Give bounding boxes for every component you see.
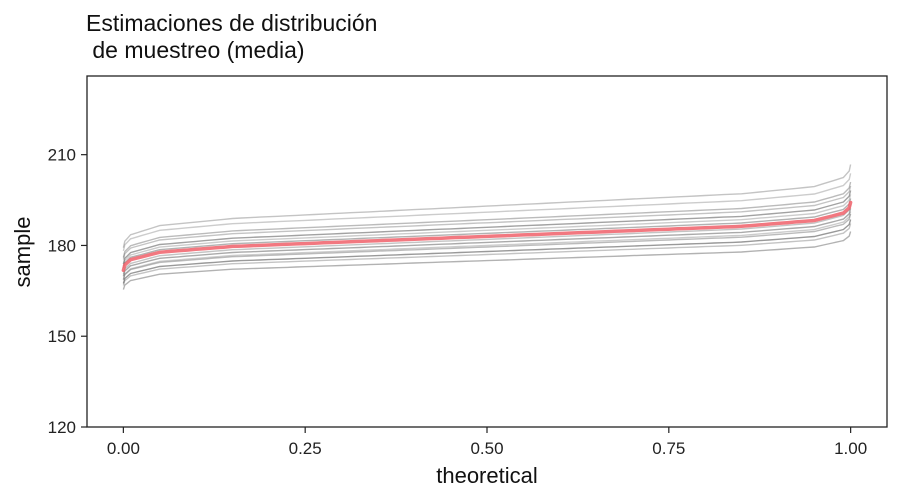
y-tick-label: 210 bbox=[48, 146, 76, 165]
chart-title-line-2: de muestreo (media) bbox=[86, 37, 305, 63]
y-tick-label: 180 bbox=[48, 236, 76, 255]
y-tick-label: 120 bbox=[48, 418, 76, 437]
x-axis-title: theoretical bbox=[436, 463, 538, 488]
sample-line-12 bbox=[122, 181, 852, 258]
chart-title-line-1: Estimaciones de distribución bbox=[86, 10, 377, 36]
x-tick-label: 0.50 bbox=[470, 439, 503, 458]
y-tick-label: 150 bbox=[48, 327, 76, 346]
sample-line-2 bbox=[122, 223, 852, 286]
sample-line-13 bbox=[122, 173, 852, 252]
sample-line-9 bbox=[122, 194, 852, 267]
sample-line-7 bbox=[122, 204, 852, 275]
x-tick-label: 0.00 bbox=[107, 439, 140, 458]
y-axis-title: sample bbox=[10, 217, 35, 288]
x-tick-label: 1.00 bbox=[834, 439, 867, 458]
x-axis-ticks: 0.00 0.25 0.50 0.75 1.00 bbox=[107, 427, 867, 458]
sample-line-8 bbox=[122, 198, 852, 269]
sample-line-3 bbox=[122, 219, 852, 284]
sample-line-10 bbox=[122, 190, 852, 265]
y-axis-ticks: 120 150 180 210 bbox=[48, 146, 87, 437]
sample-line-6 bbox=[122, 208, 852, 277]
sample-line-11 bbox=[122, 185, 852, 260]
sample-line-5 bbox=[122, 211, 852, 280]
highlight-line-group bbox=[121, 200, 853, 273]
x-tick-label: 0.75 bbox=[652, 439, 685, 458]
sample-line-1 bbox=[122, 231, 852, 290]
x-tick-label: 0.25 bbox=[289, 439, 322, 458]
sample-lines-group bbox=[122, 164, 852, 290]
highlight-estimate-line bbox=[121, 200, 853, 273]
sample-line-4 bbox=[122, 213, 852, 281]
sample-line-14 bbox=[122, 164, 852, 248]
